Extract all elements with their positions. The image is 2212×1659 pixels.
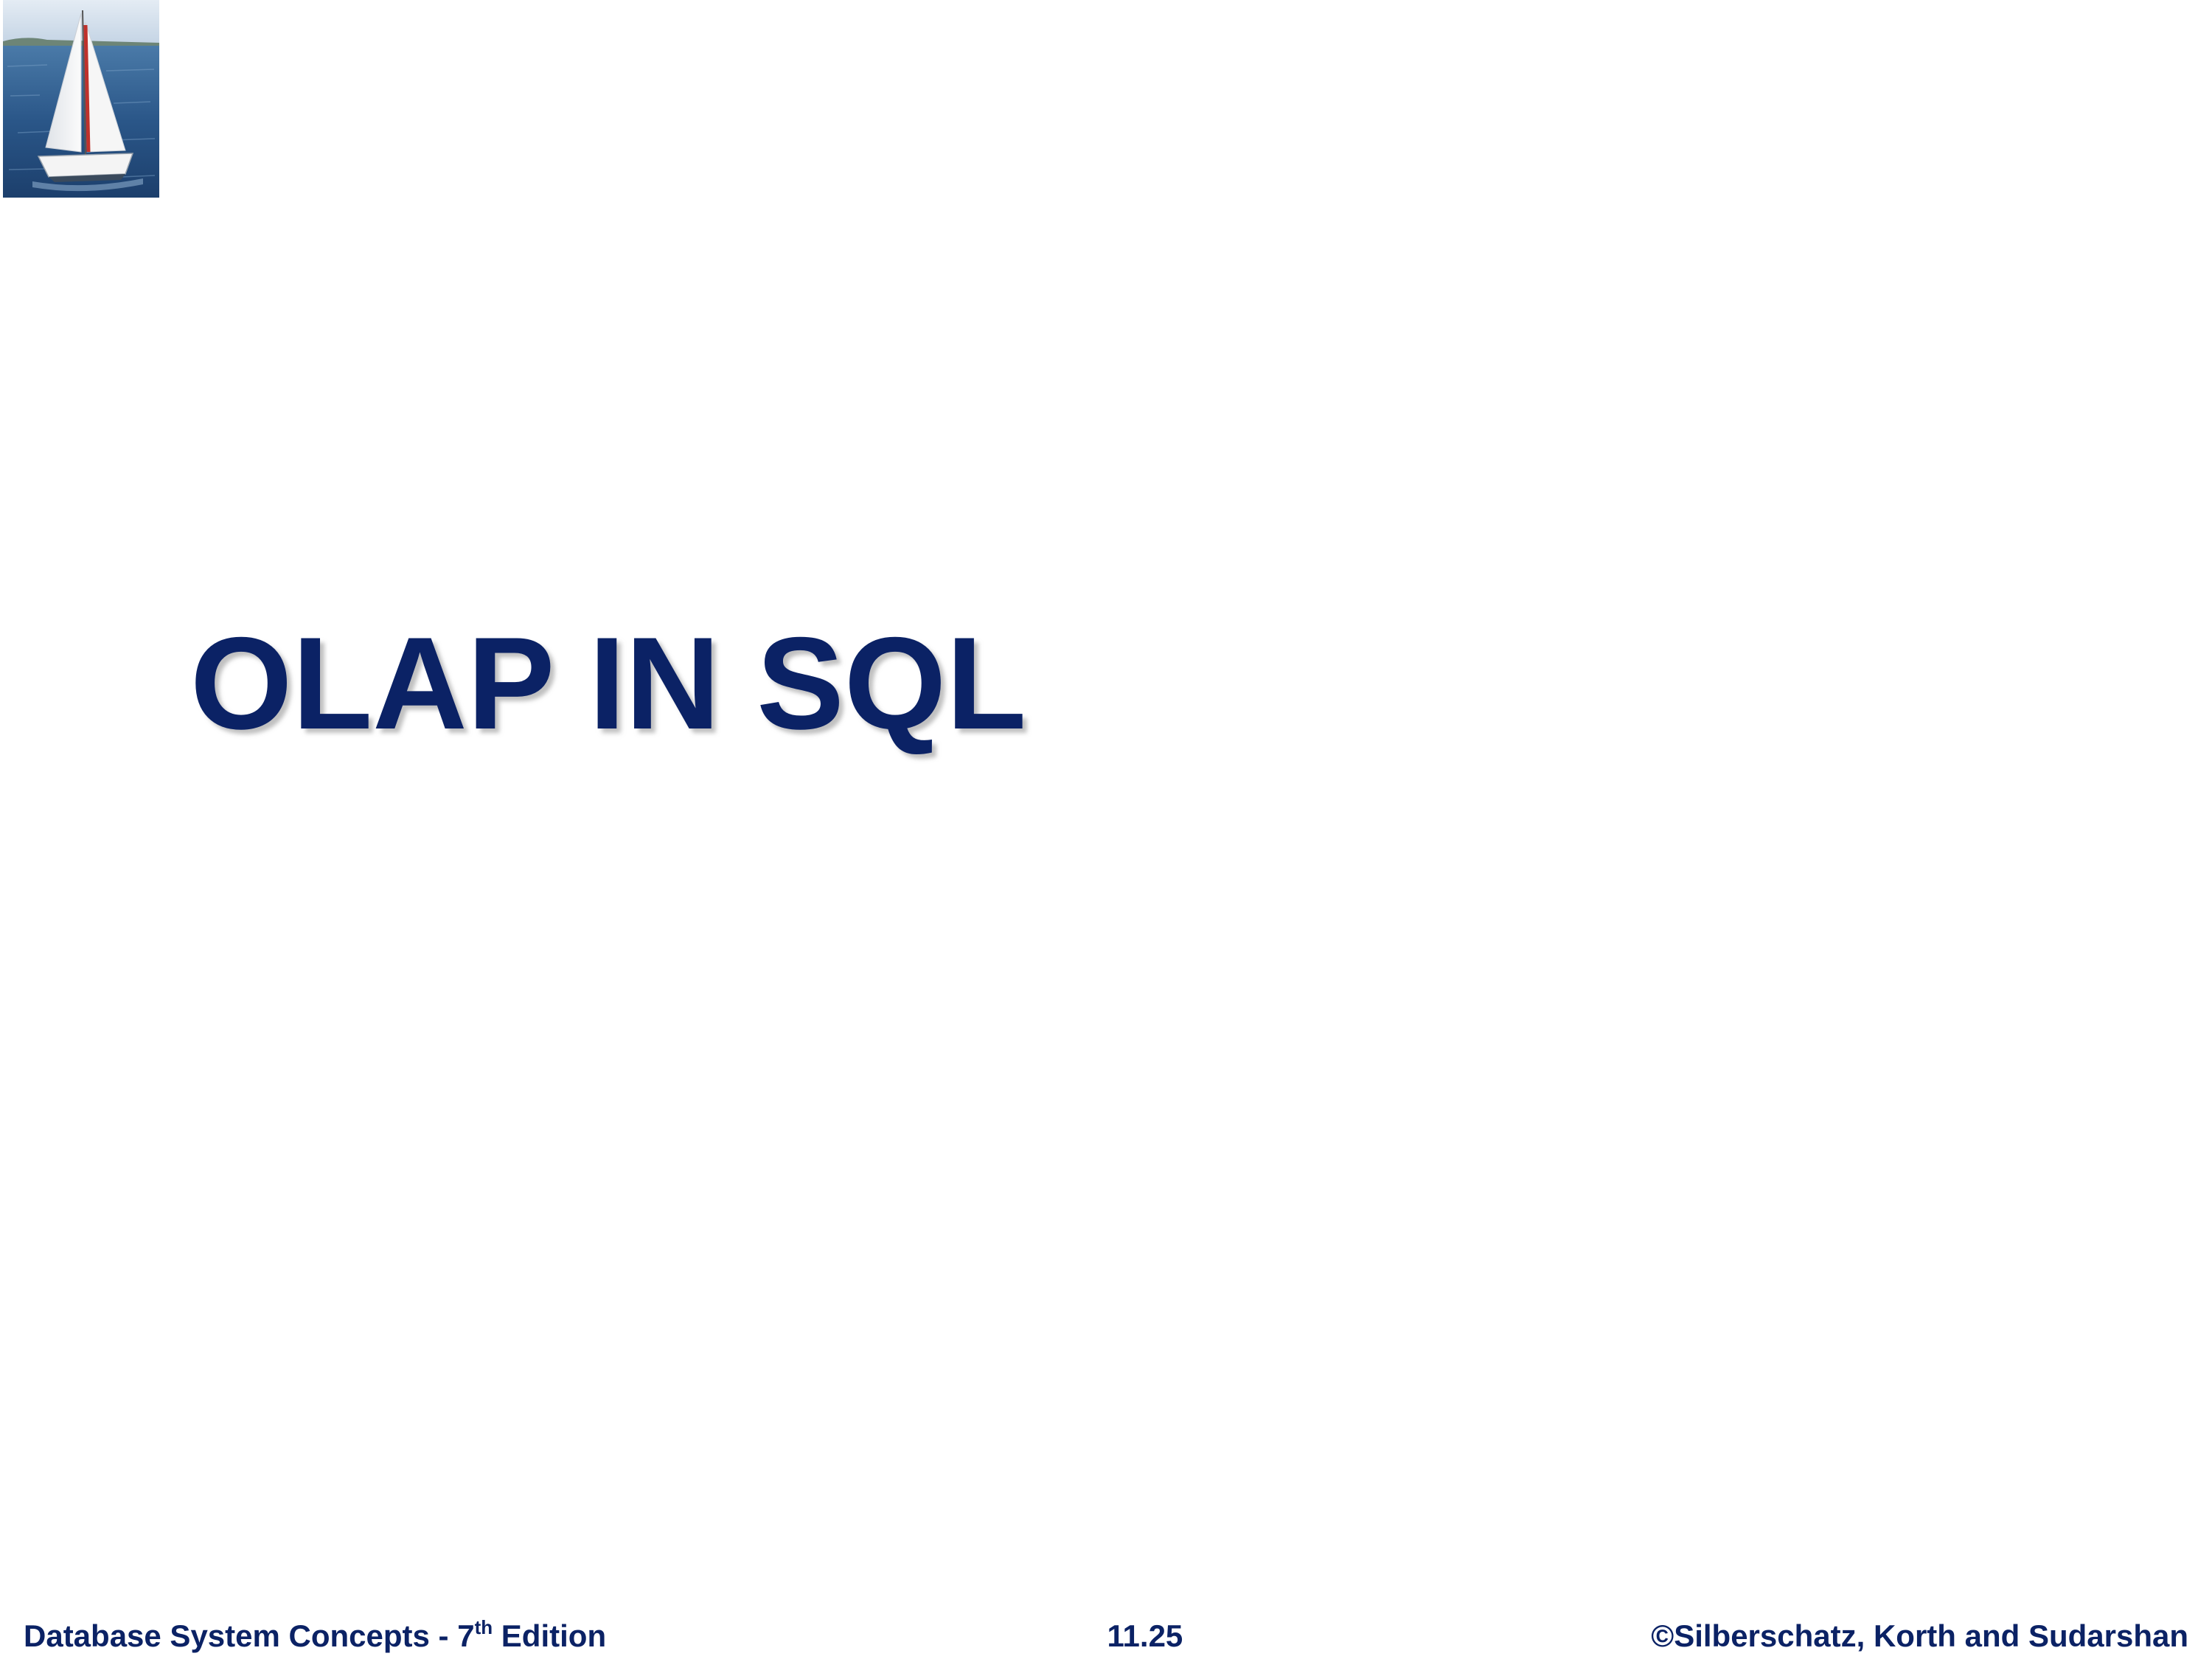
- footer-edition-suffix: th: [474, 1616, 493, 1638]
- footer-slide-number: 11.25: [1107, 1618, 1183, 1653]
- sailboat-photo-icon: [3, 0, 159, 198]
- footer-copyright: ©Silberschatz, Korth and Sudarshan: [1651, 1618, 2188, 1653]
- section-title: OLAP IN SQL: [190, 610, 1027, 757]
- footer-book-name: Database System Concepts - 7: [24, 1618, 475, 1653]
- sailboat-logo: [3, 0, 159, 198]
- footer-edition-label: Edition: [493, 1618, 607, 1653]
- footer-book-title: Database System Concepts - 7th Edition: [24, 1616, 606, 1656]
